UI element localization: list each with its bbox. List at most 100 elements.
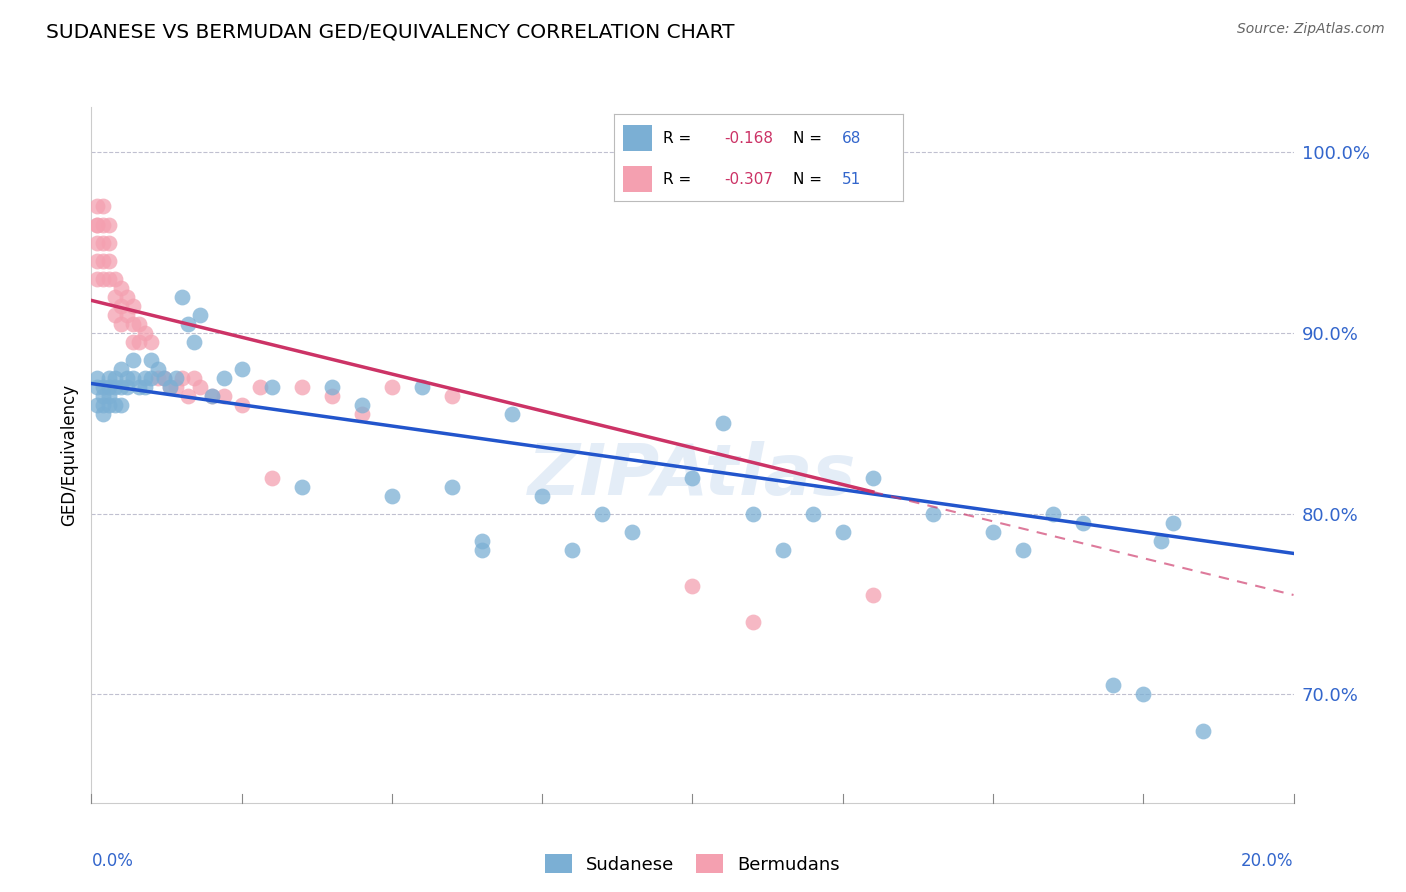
Legend: Sudanese, Bermudans: Sudanese, Bermudans [544, 855, 841, 874]
Point [260, 380, 283, 394]
Point [110, 362, 132, 376]
Point [291, 479, 314, 493]
Point [831, 524, 853, 539]
Point [741, 507, 763, 521]
Point [93, 253, 115, 268]
Point [183, 371, 205, 385]
Point [98, 218, 121, 232]
Point [104, 371, 127, 385]
Point [93, 199, 115, 213]
Point [128, 317, 150, 331]
Point [93, 271, 115, 285]
Point [561, 542, 583, 557]
Point [104, 308, 127, 322]
Point [350, 407, 373, 421]
Point [110, 398, 132, 412]
Point [86, 271, 108, 285]
Point [862, 588, 884, 602]
Point [1012, 542, 1035, 557]
Point [110, 380, 132, 394]
Point [104, 271, 127, 285]
Point [862, 470, 884, 484]
Point [98, 389, 121, 403]
Point [93, 389, 115, 403]
Point [128, 334, 150, 349]
Point [159, 380, 181, 394]
Point [212, 389, 235, 403]
Point [93, 398, 115, 412]
Point [801, 507, 824, 521]
Point [117, 380, 139, 394]
Point [231, 398, 253, 412]
Point [117, 290, 139, 304]
Point [440, 389, 463, 403]
Point [98, 253, 121, 268]
Point [110, 281, 132, 295]
Point [86, 398, 108, 412]
Text: Source: ZipAtlas.com: Source: ZipAtlas.com [1237, 22, 1385, 37]
Point [117, 371, 139, 385]
Text: 0.0%: 0.0% [91, 852, 134, 870]
Point [86, 218, 108, 232]
Point [176, 389, 198, 403]
Point [772, 542, 794, 557]
Point [165, 371, 187, 385]
Point [183, 334, 205, 349]
Point [440, 479, 463, 493]
Point [141, 334, 163, 349]
Point [291, 380, 314, 394]
Point [170, 371, 193, 385]
Point [501, 407, 523, 421]
Point [212, 371, 235, 385]
Point [471, 533, 494, 548]
Point [98, 380, 121, 394]
Point [381, 489, 404, 503]
Point [201, 389, 224, 403]
Point [134, 326, 156, 340]
Point [122, 371, 145, 385]
Point [104, 398, 127, 412]
Point [159, 380, 181, 394]
Point [1102, 678, 1125, 692]
Point [141, 371, 163, 385]
Point [98, 271, 121, 285]
Point [86, 253, 108, 268]
Point [350, 398, 373, 412]
Point [93, 380, 115, 394]
Point [471, 542, 494, 557]
Point [134, 371, 156, 385]
Point [260, 470, 283, 484]
Point [231, 362, 253, 376]
Point [411, 380, 433, 394]
Point [621, 524, 644, 539]
Point [86, 380, 108, 394]
Point [1042, 507, 1064, 521]
Point [86, 371, 108, 385]
Point [1150, 533, 1173, 548]
Point [146, 371, 169, 385]
Point [93, 407, 115, 421]
Point [86, 218, 108, 232]
Point [152, 371, 174, 385]
Point [134, 380, 156, 394]
Point [93, 235, 115, 250]
Point [152, 371, 174, 385]
Point [201, 389, 224, 403]
Point [93, 218, 115, 232]
Point [98, 235, 121, 250]
Point [922, 507, 945, 521]
Point [165, 380, 187, 394]
Point [681, 470, 703, 484]
Point [110, 317, 132, 331]
Point [98, 371, 121, 385]
Point [117, 308, 139, 322]
Point [122, 317, 145, 331]
Text: SUDANESE VS BERMUDAN GED/EQUIVALENCY CORRELATION CHART: SUDANESE VS BERMUDAN GED/EQUIVALENCY COR… [46, 22, 735, 41]
Point [128, 380, 150, 394]
Point [146, 362, 169, 376]
Point [1132, 687, 1154, 701]
Point [321, 380, 343, 394]
Text: 20.0%: 20.0% [1241, 852, 1294, 870]
Point [104, 290, 127, 304]
Point [86, 199, 108, 213]
